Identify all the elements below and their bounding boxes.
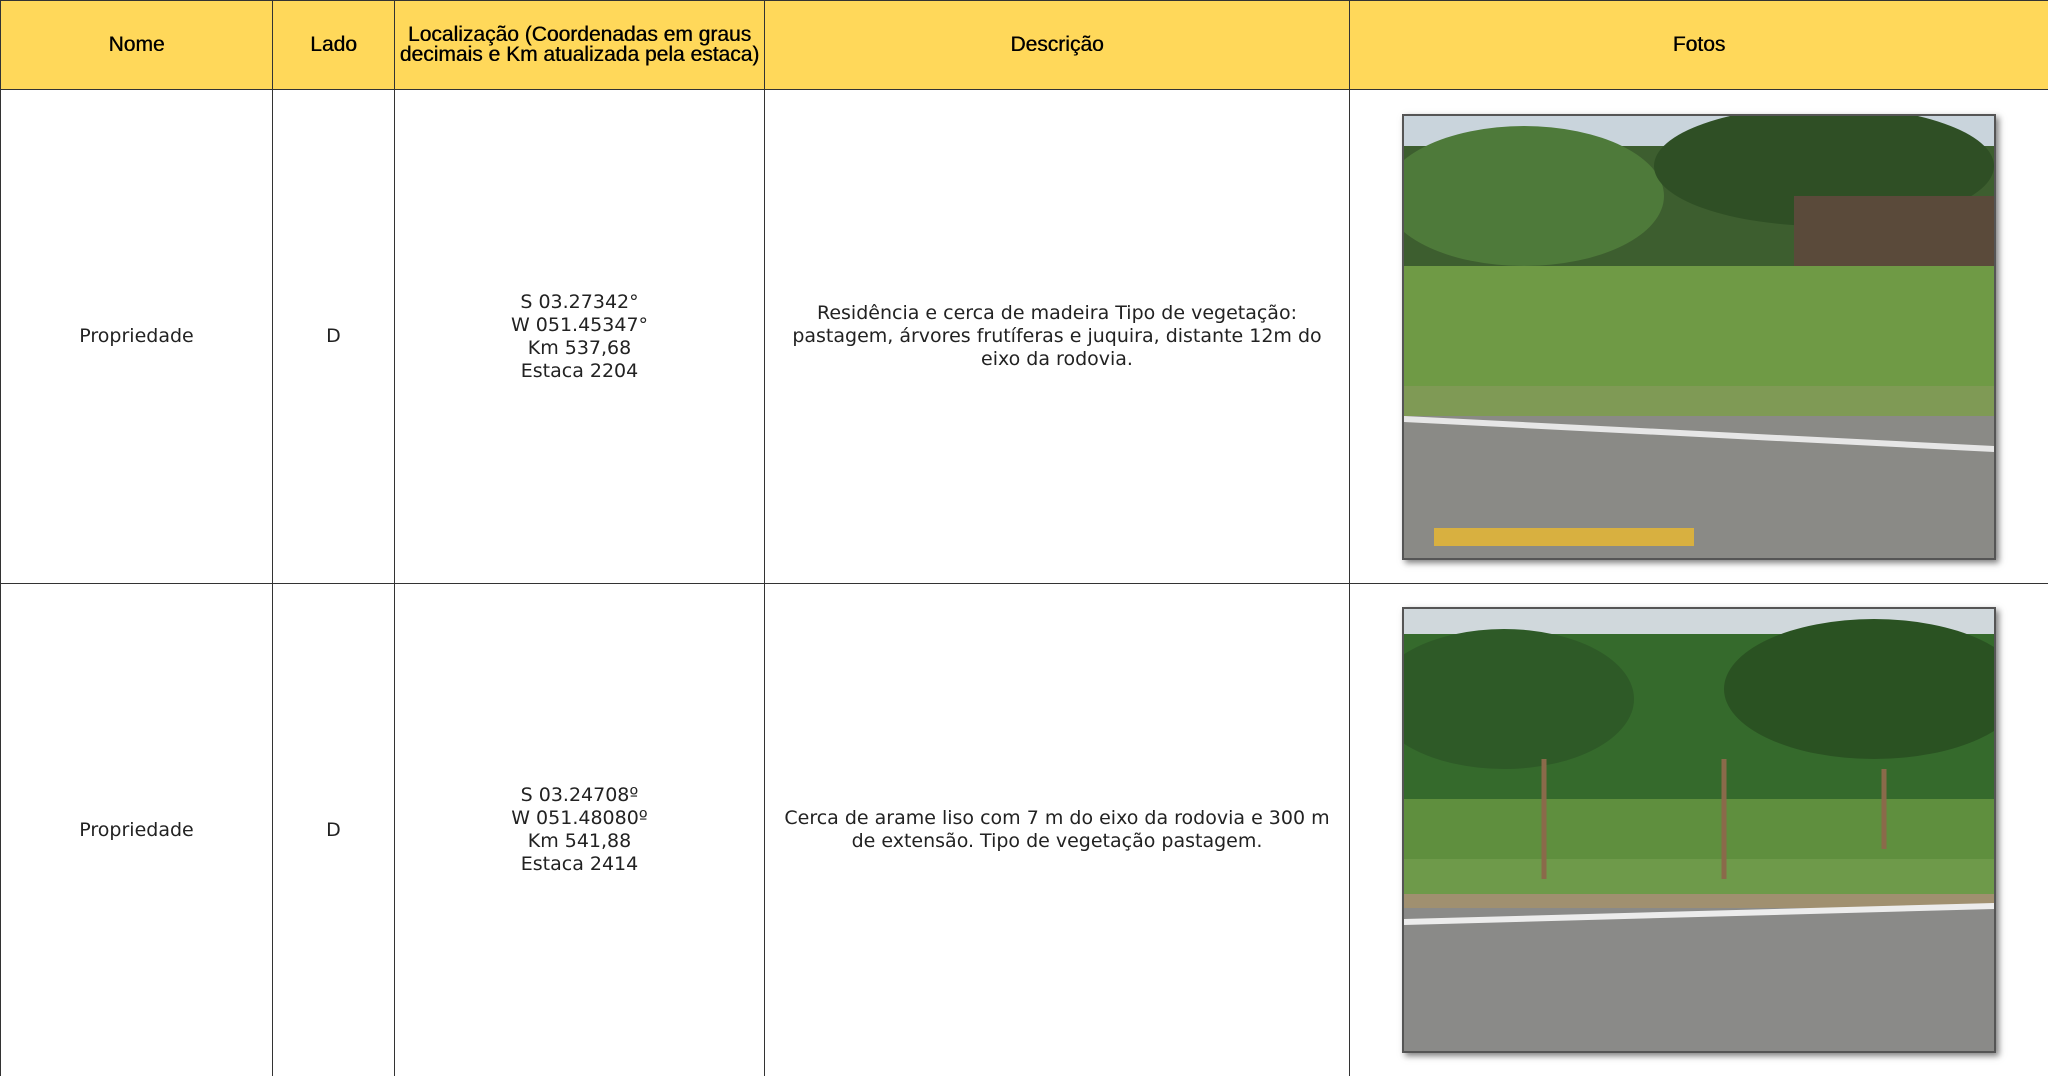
photo-cell	[1350, 584, 2048, 1076]
location-line: S 03.24708º	[396, 784, 763, 807]
header-cell: Lado	[273, 1, 395, 90]
header-row: Nome Lado Localização (Coordenadas em gr…	[1, 1, 2048, 90]
row: Propriedade D S 03.24708º W 051.48080º K…	[1, 584, 2048, 1076]
description: Residência e cerca de madeira Tipo de ve…	[777, 302, 1337, 371]
header-cell: Descrição	[765, 1, 1350, 90]
photo	[1402, 607, 1996, 1053]
description-cell: Cerca de arame liso com 7 m do eixo da r…	[765, 584, 1350, 1076]
side-cell: D	[273, 90, 395, 584]
photo	[1402, 114, 1996, 560]
header-cell: Localização (Coordenadas em graus decima…	[395, 1, 765, 90]
description: Cerca de arame liso com 7 m do eixo da r…	[777, 807, 1337, 853]
description-cell: Residência e cerca de madeira Tipo de ve…	[765, 90, 1350, 584]
header-cell: Nome	[1, 1, 273, 90]
location-line: W 051.45347°	[396, 314, 763, 337]
location-line: Estaca 2204	[396, 360, 763, 383]
row: Propriedade D S 03.27342° W 051.45347° K…	[1, 90, 2048, 584]
name-cell: Propriedade	[1, 584, 273, 1076]
location-line: S 03.27342°	[396, 291, 763, 314]
location-line: Estaca 2414	[396, 853, 763, 876]
side-cell: D	[273, 584, 395, 1076]
location-line: Km 537,68	[396, 337, 763, 360]
location-cell: S 03.24708º W 051.48080º Km 541,88 Estac…	[395, 584, 765, 1076]
location-line: Km 541,88	[396, 830, 763, 853]
photo-cell	[1350, 90, 2048, 584]
location-cell: S 03.27342° W 051.45347° Km 537,68 Estac…	[395, 90, 765, 584]
name-cell: Propriedade	[1, 90, 273, 584]
location-line: W 051.48080º	[396, 807, 763, 830]
header-cell: Fotos	[1350, 1, 2048, 90]
